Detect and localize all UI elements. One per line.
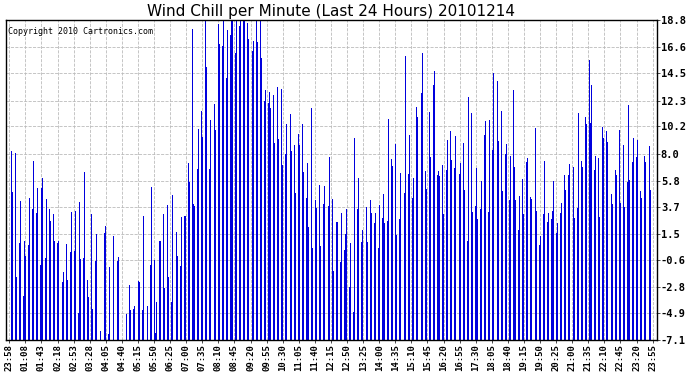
Title: Wind Chill per Minute (Last 24 Hours) 20101214: Wind Chill per Minute (Last 24 Hours) 20… [147,4,515,19]
Text: Copyright 2010 Cartronics.com: Copyright 2010 Cartronics.com [8,27,152,36]
